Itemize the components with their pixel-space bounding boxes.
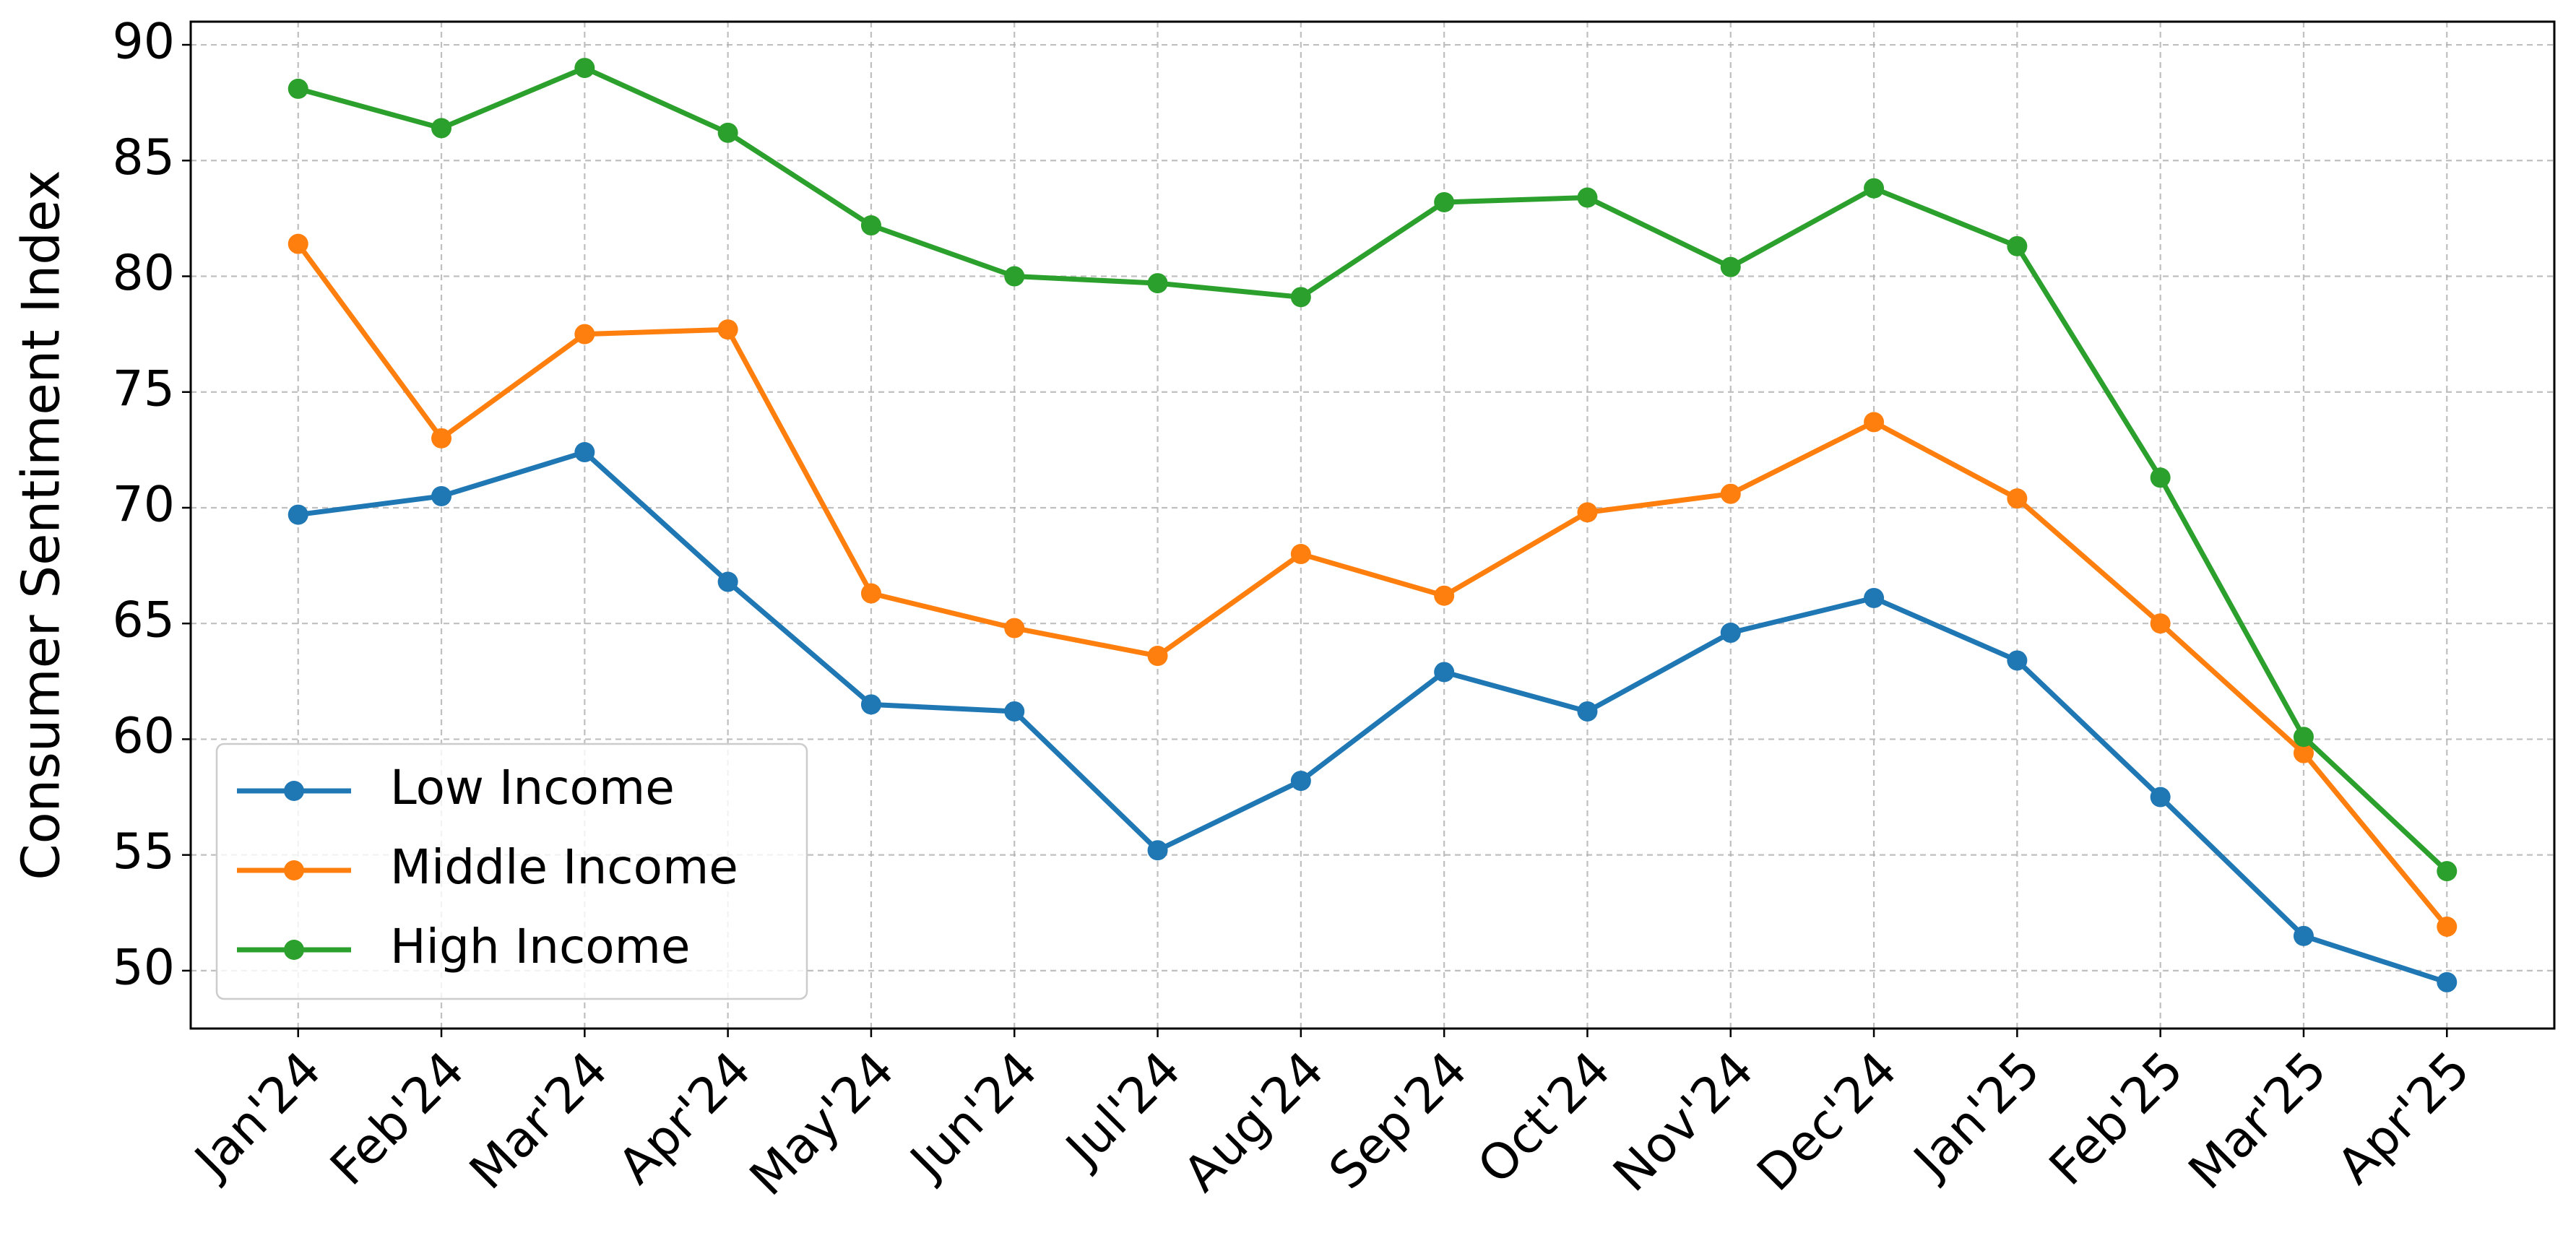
legend-box [215, 743, 808, 1000]
data-point [1577, 187, 1598, 208]
data-point [717, 571, 738, 592]
data-point [1147, 646, 1168, 667]
data-line [298, 449, 2448, 985]
y-tick-label: 90 [112, 14, 175, 71]
data-point [574, 442, 595, 463]
data-point [1434, 585, 1455, 606]
data-point [431, 485, 452, 506]
data-point [431, 428, 452, 449]
data-point [2437, 971, 2458, 992]
data-point [2293, 925, 2314, 946]
data-point [288, 504, 308, 525]
data-point [2150, 787, 2171, 808]
data-point [1720, 623, 1741, 644]
plot-frame [189, 20, 2556, 1030]
data-point [2437, 861, 2458, 882]
y-tick-label: 80 [112, 245, 175, 302]
data-point [1577, 502, 1598, 523]
data-point [574, 58, 595, 79]
data-point [860, 215, 881, 236]
data-point [1720, 256, 1741, 277]
data-point [2293, 727, 2314, 748]
data-point [2007, 235, 2028, 256]
data-point [2007, 650, 2028, 671]
data-point [1290, 771, 1311, 792]
data-point [2293, 743, 2314, 763]
data-point [1004, 618, 1025, 639]
data-point [1434, 662, 1455, 683]
legend-marker [284, 860, 304, 880]
data-point [717, 122, 738, 143]
data-point [717, 319, 738, 340]
data-point [288, 78, 308, 99]
data-point [431, 118, 452, 139]
legend-label: Low Income [390, 760, 675, 815]
data-point [1147, 840, 1168, 861]
data-point [1004, 266, 1025, 287]
data-point [860, 694, 881, 715]
data-point [1577, 701, 1598, 722]
y-tick-label: 70 [112, 477, 175, 534]
y-tick-label: 85 [112, 129, 175, 186]
data-point [1147, 273, 1168, 294]
data-point [2150, 613, 2171, 634]
legend-label: Middle Income [390, 839, 738, 895]
data-point [288, 233, 308, 254]
data-point [2150, 467, 2171, 488]
data-point [1434, 191, 1455, 212]
data-point [2007, 488, 2028, 509]
data-point [1004, 701, 1025, 722]
data-point [1290, 544, 1311, 565]
y-tick-label: 75 [112, 360, 175, 417]
legend-marker [284, 781, 304, 801]
legend-marker [284, 940, 304, 960]
data-point [2437, 916, 2458, 937]
data-point [574, 324, 595, 345]
legend-label: High Income [390, 919, 691, 974]
data-point [1720, 483, 1741, 504]
y-tick-label: 50 [112, 939, 175, 996]
data-point [1864, 412, 1885, 433]
data-point [1864, 178, 1885, 199]
data-line [297, 65, 2449, 873]
data-point [860, 583, 881, 604]
y-tick-label: 65 [112, 592, 175, 649]
data-point [1290, 287, 1311, 308]
y-axis-label: Consumer Sentiment Index [11, 170, 72, 880]
y-tick-label: 60 [112, 708, 175, 765]
data-point [1864, 587, 1885, 608]
y-tick-label: 55 [112, 823, 175, 880]
data-line [295, 242, 2449, 929]
